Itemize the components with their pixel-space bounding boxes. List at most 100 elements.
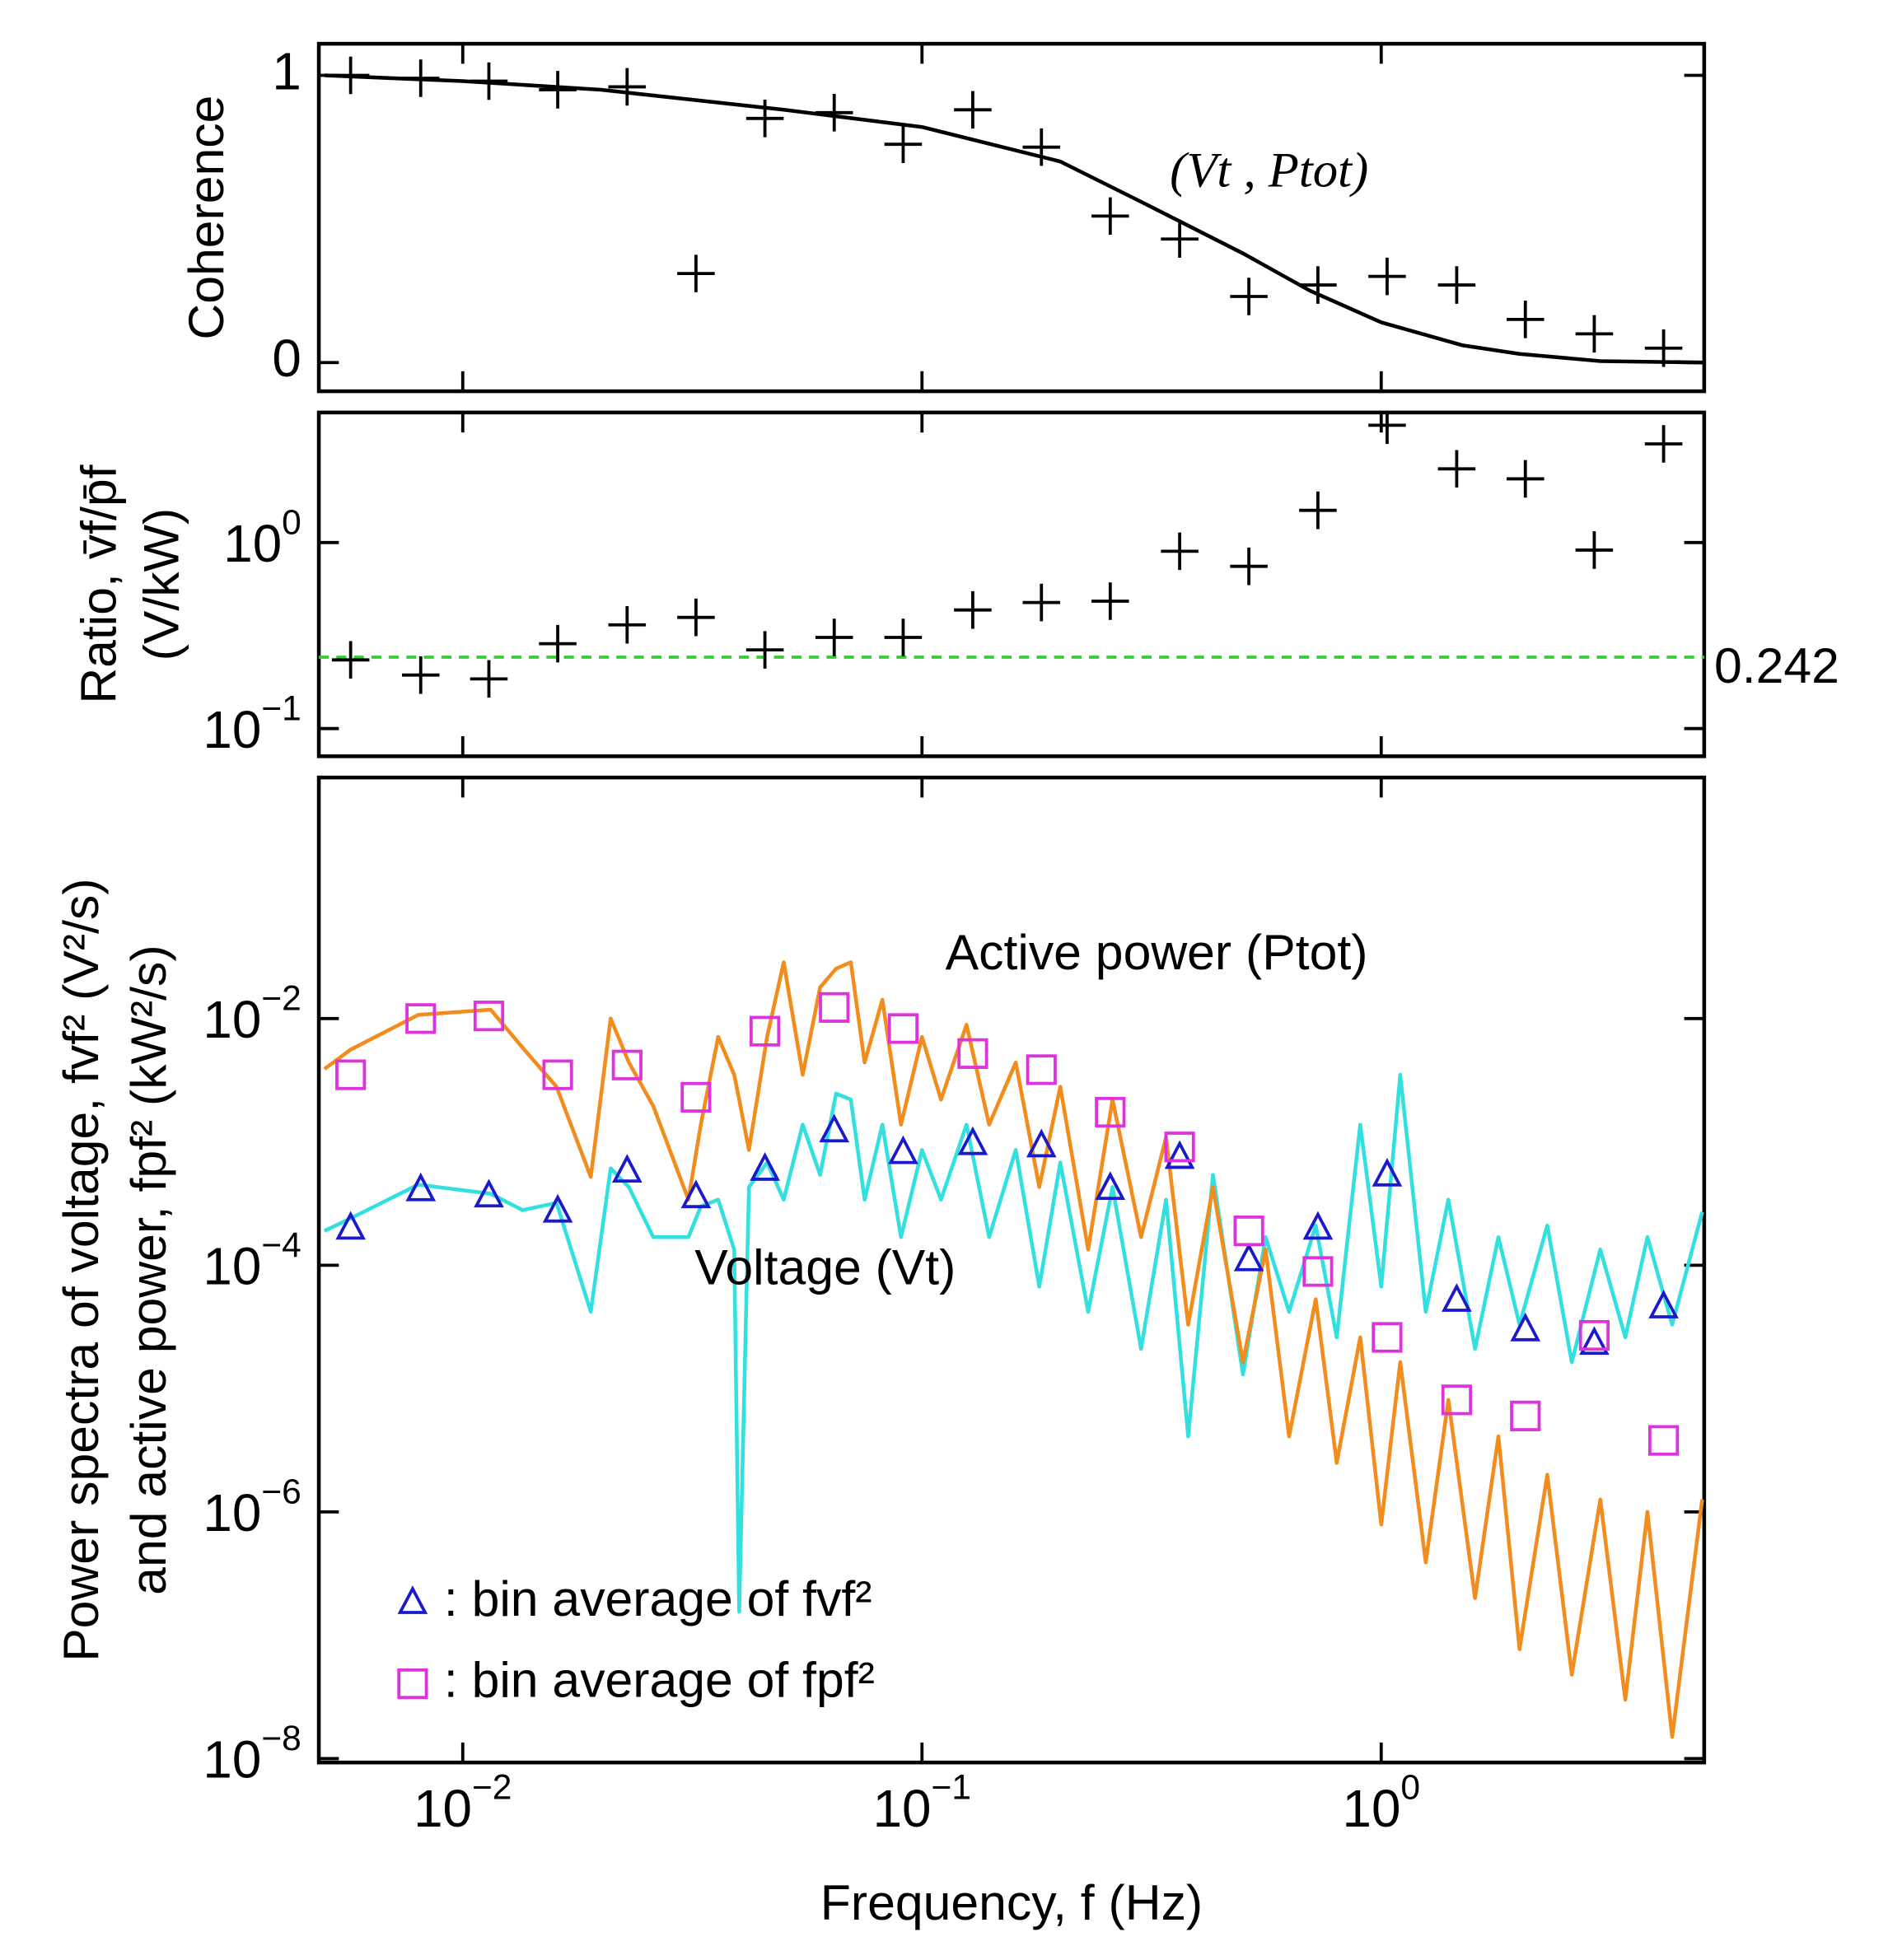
y-axis-label: and active power, fpf² (kW²/s): [120, 945, 176, 1594]
plus-marker: [1091, 197, 1129, 236]
tick-base: 10: [1342, 1779, 1400, 1838]
plus-marker: [539, 624, 577, 663]
tick-base: 10: [414, 1779, 472, 1838]
tick-exponent: −2: [261, 980, 301, 1019]
tick-base: 10: [203, 990, 261, 1049]
triangle-marker: [1372, 1157, 1403, 1187]
y-axis-label: Coherence: [178, 96, 234, 340]
plot-area: [331, 412, 1683, 698]
triangle-marker: [611, 1154, 643, 1183]
triangle-marker: [1026, 1128, 1057, 1158]
triangle-marker: [1579, 1326, 1610, 1356]
tick-exponent: −6: [261, 1473, 301, 1512]
triangle-marker: [335, 1211, 366, 1240]
triangle-marker: [888, 1135, 918, 1164]
triangle-marker: [1233, 1242, 1264, 1272]
square-marker: [473, 1001, 505, 1032]
plus-marker: [954, 590, 992, 629]
plus-marker: [884, 125, 923, 163]
tick-label: 10−2: [414, 1769, 512, 1838]
triangle-marker: [750, 1152, 780, 1181]
tick-label: 10−6: [203, 1473, 301, 1542]
plus-marker: [1161, 532, 1199, 571]
y-axis-label: Power spectra of voltage, fvf² (V²/s): [53, 878, 109, 1661]
plot-area: [323, 960, 1704, 1739]
square-marker: [611, 1049, 643, 1080]
tick-label: 0: [272, 329, 301, 388]
reference-label: 0.242: [1714, 637, 1839, 693]
tick-base: 10: [203, 1729, 261, 1789]
square-marker: [1233, 1216, 1264, 1247]
plus-marker: [954, 91, 992, 129]
tick-exponent: −1: [261, 690, 301, 729]
plus-marker: [401, 656, 440, 694]
plus-marker: [608, 68, 647, 106]
tick-label: 10−1: [873, 1769, 971, 1838]
triangle-marker: [1095, 1171, 1126, 1201]
tick-base: 10: [203, 1236, 261, 1295]
legend-marker: [397, 1585, 428, 1614]
plot-area: [324, 56, 1703, 367]
plus-marker: [1230, 278, 1268, 315]
triangle-marker: [957, 1126, 988, 1155]
legend-label: : bin average of fvf²: [444, 1570, 872, 1626]
square-marker: [750, 1015, 781, 1047]
triangle-marker: [1164, 1140, 1195, 1169]
square-marker: [405, 1003, 437, 1034]
plus-marker: [1368, 412, 1406, 445]
legend-label: : bin average of fpf²: [444, 1652, 875, 1708]
triangle-marker: [819, 1113, 850, 1143]
triangle-marker: [1302, 1211, 1334, 1240]
tick-exponent: −2: [472, 1769, 512, 1808]
plus-marker: [1299, 491, 1337, 530]
plus-marker: [331, 641, 370, 679]
triangle-marker: [1648, 1290, 1679, 1318]
square-marker: [542, 1059, 573, 1090]
spectrum-line: [324, 73, 1703, 365]
square-marker: [335, 1059, 367, 1090]
tick-label: 10−4: [203, 1226, 301, 1295]
plus-marker: [1644, 425, 1683, 463]
triangle-marker: [1442, 1283, 1472, 1312]
plus-marker: [1022, 128, 1061, 166]
tick-base: 10: [223, 514, 282, 573]
square-marker: [1510, 1400, 1541, 1431]
y-axis-label: (V/kW): [133, 508, 189, 660]
square-marker: [1647, 1425, 1680, 1456]
tick-base: 10: [873, 1779, 932, 1838]
tick-base: 10: [203, 1483, 261, 1542]
plus-marker: [1230, 547, 1268, 586]
plus-marker: [677, 598, 715, 637]
plus-marker: [677, 254, 715, 292]
tick-label: 10−2: [203, 980, 301, 1049]
plus-marker: [1575, 315, 1614, 353]
triangle-marker: [1510, 1312, 1541, 1342]
spectrum-line: [323, 1072, 1704, 1614]
triangle-marker: [680, 1179, 712, 1209]
plus-marker: [1437, 266, 1476, 304]
tick-exponent: −4: [261, 1226, 301, 1265]
tick-base: 10: [203, 700, 261, 759]
tick-label: 100: [1342, 1769, 1420, 1838]
triangle-marker: [542, 1193, 573, 1223]
plot-frame: [316, 41, 1707, 394]
plus-marker: [1507, 460, 1545, 498]
plus-marker: [884, 618, 923, 656]
square-marker: [819, 992, 850, 1023]
annotation: (Vt , Ptot): [1170, 142, 1368, 198]
square-marker: [887, 1013, 919, 1044]
tick-exponent: 0: [1400, 1769, 1420, 1808]
plus-marker: [1161, 220, 1199, 259]
square-marker: [1578, 1319, 1610, 1351]
plus-marker: [1368, 257, 1406, 296]
plus-marker: [1299, 266, 1337, 304]
tick-label: 10−1: [203, 690, 301, 759]
plus-marker: [745, 631, 784, 669]
plus-marker: [1437, 450, 1476, 488]
square-marker: [1302, 1256, 1334, 1287]
square-marker: [1095, 1096, 1126, 1128]
plot-frame: [316, 410, 1707, 758]
plus-marker: [608, 605, 647, 644]
